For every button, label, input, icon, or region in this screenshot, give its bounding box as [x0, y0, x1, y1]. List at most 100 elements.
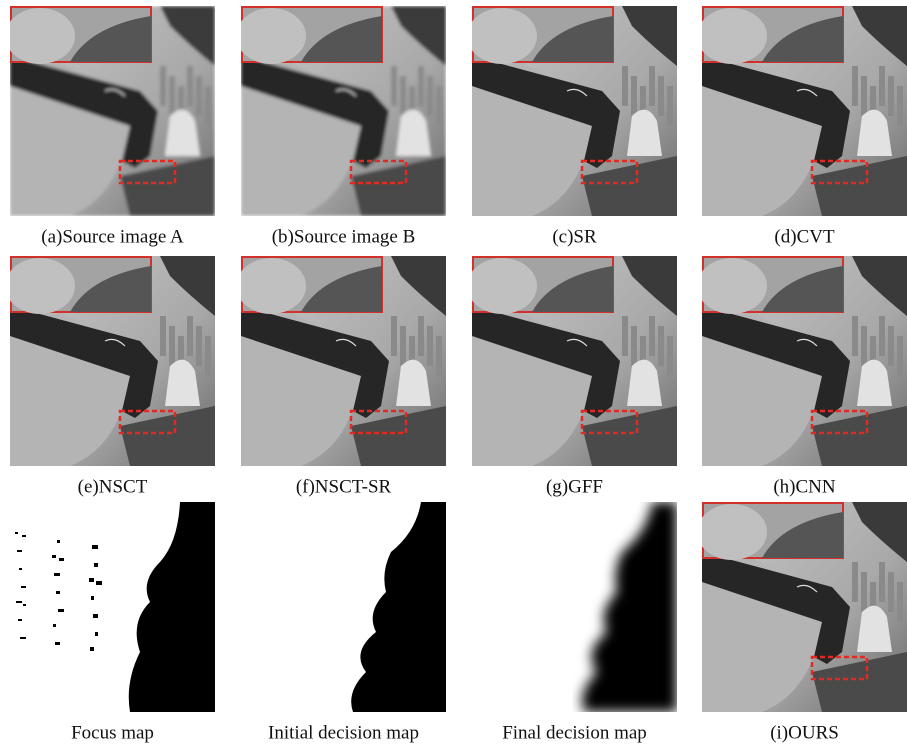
panel — [241, 502, 446, 712]
zoom-inset-face — [697, 8, 767, 64]
clutter — [427, 326, 433, 366]
map-speck — [94, 563, 98, 567]
panel — [697, 256, 907, 466]
clutter — [205, 86, 211, 126]
map-speck — [20, 637, 26, 639]
map-speck — [90, 647, 94, 651]
map-speck — [18, 619, 22, 621]
clutter — [888, 76, 894, 116]
panel-image — [472, 502, 677, 712]
clutter — [169, 326, 175, 366]
panel-image — [236, 6, 446, 216]
clutter — [391, 316, 397, 356]
panel — [697, 6, 907, 216]
zoom-inset-face — [236, 8, 306, 64]
map-speck — [93, 614, 98, 618]
clutter — [852, 316, 858, 356]
map-speck — [91, 596, 94, 600]
clutter — [418, 316, 424, 356]
clutter — [649, 316, 655, 356]
caption: (h)CNN — [773, 476, 836, 497]
caption: (a)Source image A — [41, 226, 184, 247]
map-speck — [21, 586, 26, 588]
zoom-inset-face — [697, 504, 767, 560]
clutter — [187, 316, 193, 356]
panel — [5, 256, 215, 466]
map-speck — [55, 642, 60, 645]
clutter — [897, 86, 903, 126]
panel-image — [467, 6, 677, 216]
map-speck — [92, 545, 98, 549]
clutter — [667, 336, 673, 376]
clutter — [160, 316, 166, 356]
clutter — [622, 316, 628, 356]
clutter — [391, 66, 397, 106]
clutter — [852, 66, 858, 106]
clutter — [187, 66, 193, 106]
caption: (b)Source image B — [272, 226, 416, 247]
clutter — [196, 326, 202, 366]
map-speck — [96, 581, 102, 585]
map-speck — [19, 568, 22, 570]
clutter — [879, 316, 885, 356]
clutter — [160, 66, 166, 106]
clutter — [667, 86, 673, 126]
zoom-inset-face — [697, 258, 767, 314]
panel — [236, 256, 446, 466]
panel-image — [241, 502, 446, 712]
panel-image — [697, 6, 907, 216]
caption: (g)GFF — [546, 476, 603, 497]
clutter — [888, 326, 894, 366]
caption: (c)SR — [552, 226, 597, 247]
clutter — [436, 86, 442, 126]
clutter — [631, 76, 637, 116]
map-speck — [58, 609, 64, 612]
map-speck — [59, 558, 64, 561]
caption: (d)CVT — [774, 226, 835, 247]
map-speck — [57, 540, 60, 543]
zoom-inset-face — [467, 258, 537, 314]
clutter — [205, 336, 211, 376]
map-speck — [52, 555, 56, 558]
clutter — [897, 336, 903, 376]
panel — [467, 6, 677, 216]
panel — [236, 6, 446, 216]
panel-image — [697, 256, 907, 466]
clutter — [436, 336, 442, 376]
clutter — [169, 76, 175, 116]
caption: Final decision map — [502, 722, 647, 743]
map-speck — [54, 573, 60, 576]
panel-image — [467, 256, 677, 466]
panel-image — [236, 256, 446, 466]
panel-image — [10, 502, 215, 712]
clutter — [861, 572, 867, 612]
clutter — [196, 76, 202, 116]
map-speck — [17, 550, 22, 552]
panel-image — [697, 502, 907, 712]
clutter — [658, 326, 664, 366]
panel — [467, 256, 677, 466]
caption: (e)NSCT — [78, 476, 148, 497]
zoom-inset-face — [236, 258, 306, 314]
caption: (f)NSCT-SR — [296, 476, 392, 497]
clutter — [622, 66, 628, 106]
zoom-inset-face — [467, 8, 537, 64]
map-speck — [16, 601, 22, 603]
map-speck — [23, 604, 26, 606]
panel — [472, 502, 677, 712]
panel — [5, 6, 215, 216]
caption: Focus map — [71, 722, 154, 743]
map-speck — [15, 532, 18, 534]
clutter — [897, 582, 903, 622]
clutter — [649, 66, 655, 106]
zoom-inset-face — [5, 8, 75, 64]
panel-image — [5, 6, 215, 216]
zoom-inset-face — [5, 258, 75, 314]
map-speck — [89, 578, 94, 582]
clutter — [418, 66, 424, 106]
clutter — [861, 76, 867, 116]
caption: Initial decision map — [268, 722, 419, 743]
clutter — [888, 572, 894, 612]
clutter — [879, 66, 885, 106]
panel — [697, 502, 907, 712]
